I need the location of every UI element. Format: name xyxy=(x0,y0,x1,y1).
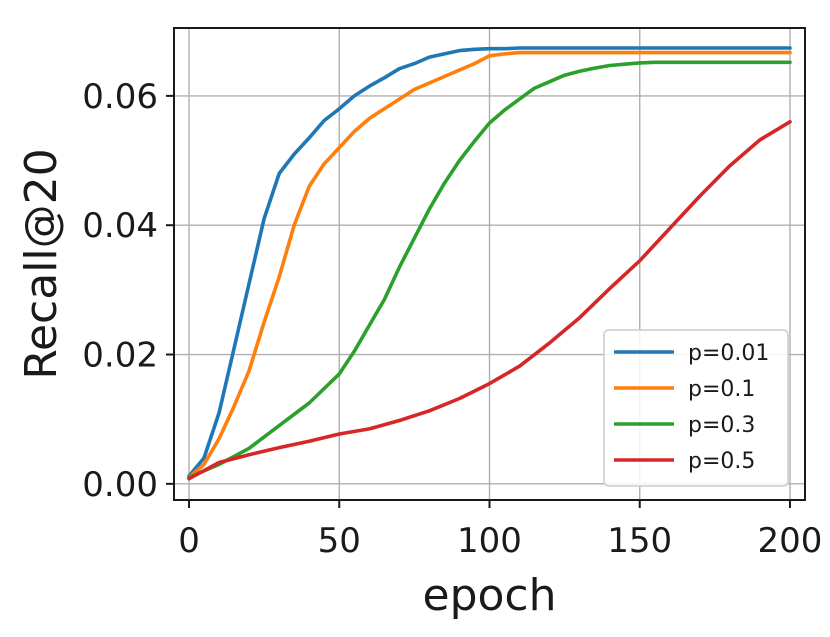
series-line-p-0-3 xyxy=(187,60,792,480)
y-tick-label: 0.06 xyxy=(82,77,158,117)
y-tick-label: 0.00 xyxy=(82,465,158,505)
x-tick-label: 50 xyxy=(318,521,361,561)
series-line-p-0-1 xyxy=(187,50,792,480)
legend-label: p=0.3 xyxy=(688,413,755,438)
y-tick-label: 0.04 xyxy=(82,206,158,246)
x-tick-label: 200 xyxy=(758,521,823,561)
y-axis-label: Recall@20 xyxy=(16,148,67,379)
x-tick-label: 150 xyxy=(607,521,672,561)
legend-label: p=0.01 xyxy=(688,341,769,366)
series-line-p-0-5 xyxy=(187,120,792,481)
legend-box xyxy=(603,329,789,487)
legend-label: p=0.1 xyxy=(688,377,755,402)
x-axis-label: epoch xyxy=(423,570,557,621)
axis-ticks: 0 50 100 150 200 0.00 0.02 0.04 0.06 xyxy=(82,77,822,561)
legend-label: p=0.5 xyxy=(688,449,755,474)
y-tick-label: 0.02 xyxy=(82,336,158,376)
x-tick-label: 0 xyxy=(178,521,200,561)
series-line-p-0-01 xyxy=(187,46,792,478)
legend: p=0.01 p=0.1 p=0.3 p=0.5 xyxy=(603,329,789,487)
series-lines xyxy=(187,46,792,481)
x-tick-label: 100 xyxy=(457,521,522,561)
